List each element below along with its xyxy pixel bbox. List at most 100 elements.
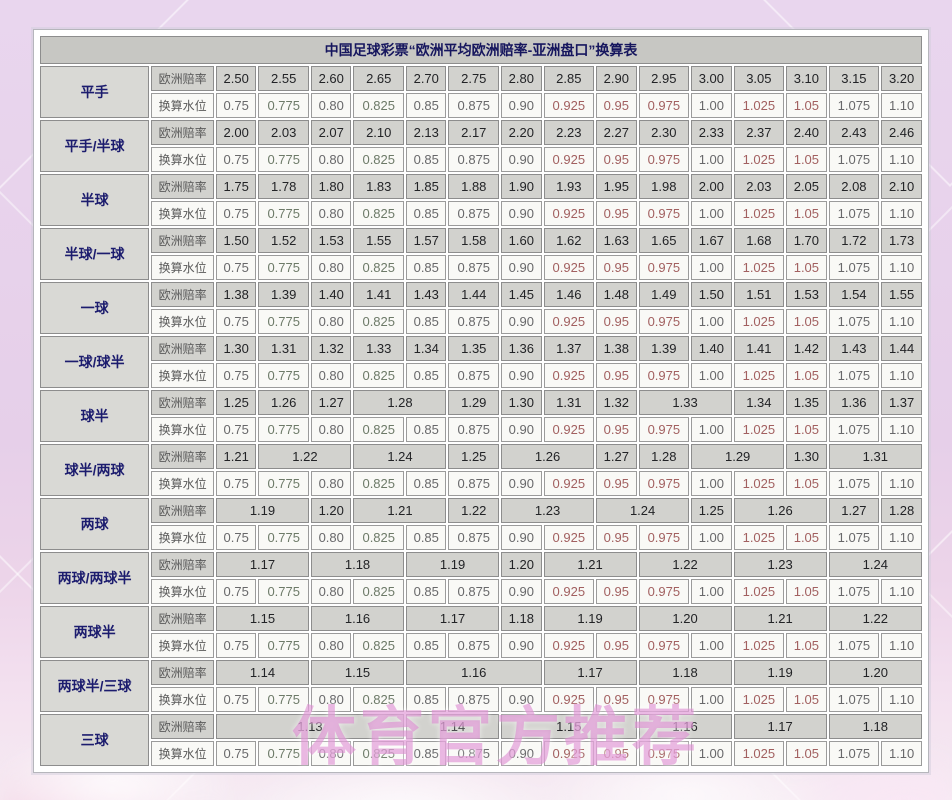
odds-value-cell: 1.26	[733, 498, 827, 523]
water-value-cell: 0.825	[353, 579, 405, 604]
odds-value-cell: 2.00	[215, 120, 257, 145]
water-row: 换算水位 0.75 0.775 0.80 0.825 0.85 0.875 0.90 0.925…	[40, 147, 922, 172]
odds-value-cell: 1.75	[215, 174, 257, 199]
odds-value-cell: 1.17	[543, 660, 637, 685]
water-value-cell: 0.925	[543, 687, 595, 712]
water-value-cell: 0.975	[638, 687, 690, 712]
odds-value-cell: 1.63	[596, 228, 637, 253]
water-value-cell: 1.10	[881, 255, 922, 280]
odds-value-cell: 2.95	[638, 66, 690, 91]
odds-value-cell: 1.36	[501, 336, 542, 361]
odds-row: 球半 欧洲赔率 1.25 1.26 1.27 1.28 1.29 1.30 1.31 1.32 1.…	[40, 390, 922, 442]
water-value-cell: 0.825	[353, 363, 405, 388]
odds-value-cell: 1.37	[543, 336, 595, 361]
water-value-cell: 0.80	[311, 687, 352, 712]
odds-row: 平手/半球 欧洲赔率 2.00 2.03 2.07 2.10 2.13 2.17 2.20 2.2…	[40, 120, 922, 172]
water-value-cell: 0.80	[311, 741, 352, 766]
odds-value-cell: 2.10	[881, 174, 922, 199]
water-value-cell: 0.90	[501, 471, 542, 496]
water-value-cell: 0.875	[448, 201, 500, 226]
odds-value-cell: 1.23	[733, 552, 827, 577]
water-value-cell: 0.85	[406, 687, 447, 712]
water-value-cell: 0.95	[596, 741, 637, 766]
odds-value-cell: 1.33	[353, 336, 405, 361]
water-value-cell: 0.90	[501, 363, 542, 388]
water-value-cell: 1.075	[828, 633, 880, 658]
odds-value-cell: 2.23	[543, 120, 595, 145]
odds-value-cell: 1.33	[638, 390, 732, 415]
odds-value-cell: 1.93	[543, 174, 595, 199]
odds-value-cell: 1.20	[828, 660, 922, 685]
water-value-cell: 0.975	[638, 633, 690, 658]
row-type-label-odds: 欧洲赔率	[151, 336, 214, 361]
handicap-label: 两球/两球半	[40, 552, 150, 604]
water-value-cell: 0.875	[448, 255, 500, 280]
water-value-cell: 0.925	[543, 417, 595, 442]
odds-value-cell: 1.43	[406, 282, 447, 307]
odds-row: 半球/一球 欧洲赔率 1.50 1.52 1.53 1.55 1.57 1.58 1.60 1.6…	[40, 228, 922, 280]
odds-value-cell: 2.90	[596, 66, 637, 91]
water-value-cell: 1.10	[881, 417, 922, 442]
water-value-cell: 1.05	[786, 525, 827, 550]
water-row: 换算水位 0.75 0.775 0.80 0.825 0.85 0.875 0.90 0.925…	[40, 471, 922, 496]
water-value-cell: 0.775	[258, 201, 309, 226]
odds-value-cell: 1.83	[353, 174, 405, 199]
water-value-cell: 0.95	[596, 255, 637, 280]
water-value-cell: 1.10	[881, 525, 922, 550]
water-row: 换算水位 0.75 0.775 0.80 0.825 0.85 0.875 0.90 0.925…	[40, 201, 922, 226]
handicap-label: 平手/半球	[40, 120, 150, 172]
odds-value-cell: 2.03	[258, 120, 309, 145]
odds-value-cell: 1.23	[501, 498, 595, 523]
odds-value-cell: 2.85	[543, 66, 595, 91]
odds-value-cell: 3.00	[691, 66, 732, 91]
water-value-cell: 0.95	[596, 309, 637, 334]
odds-value-cell: 2.13	[406, 120, 447, 145]
water-value-cell: 0.95	[596, 201, 637, 226]
water-value-cell: 0.825	[353, 147, 405, 172]
water-value-cell: 1.025	[733, 201, 785, 226]
row-type-label-odds: 欧洲赔率	[151, 552, 214, 577]
odds-value-cell: 1.51	[733, 282, 785, 307]
water-value-cell: 1.05	[786, 255, 827, 280]
odds-value-cell: 1.22	[828, 606, 922, 631]
water-value-cell: 0.95	[596, 417, 637, 442]
odds-value-cell: 1.49	[638, 282, 690, 307]
water-value-cell: 0.775	[258, 741, 309, 766]
odds-value-cell: 1.24	[353, 444, 447, 469]
water-value-cell: 0.775	[258, 417, 309, 442]
water-value-cell: 0.80	[311, 471, 352, 496]
water-value-cell: 0.825	[353, 417, 405, 442]
odds-value-cell: 1.16	[406, 660, 542, 685]
odds-value-cell: 1.48	[596, 282, 637, 307]
handicap-label: 两球半	[40, 606, 150, 658]
odds-value-cell: 1.30	[786, 444, 827, 469]
odds-value-cell: 1.20	[311, 498, 352, 523]
water-value-cell: 0.875	[448, 633, 500, 658]
water-value-cell: 1.025	[733, 363, 785, 388]
water-value-cell: 0.775	[258, 687, 309, 712]
odds-value-cell: 1.14	[406, 714, 500, 739]
water-value-cell: 0.90	[501, 525, 542, 550]
odds-value-cell: 1.40	[691, 336, 732, 361]
water-value-cell: 0.85	[406, 309, 447, 334]
table-title: 中国足球彩票“欧洲平均欧洲赔率-亚洲盘口”换算表	[40, 36, 922, 64]
odds-value-cell: 1.72	[828, 228, 880, 253]
odds-value-cell: 1.68	[733, 228, 785, 253]
odds-value-cell: 2.07	[311, 120, 352, 145]
water-value-cell: 0.95	[596, 363, 637, 388]
water-value-cell: 0.80	[311, 363, 352, 388]
water-value-cell: 1.10	[881, 363, 922, 388]
odds-value-cell: 1.57	[406, 228, 447, 253]
odds-value-cell: 1.26	[258, 390, 309, 415]
water-value-cell: 1.10	[881, 309, 922, 334]
water-value-cell: 0.925	[543, 633, 595, 658]
water-value-cell: 0.875	[448, 741, 500, 766]
water-value-cell: 0.75	[215, 579, 257, 604]
odds-value-cell: 1.28	[881, 498, 922, 523]
odds-value-cell: 2.46	[881, 120, 922, 145]
row-type-label-odds: 欧洲赔率	[151, 606, 214, 631]
odds-value-cell: 1.14	[215, 660, 309, 685]
odds-value-cell: 3.20	[881, 66, 922, 91]
water-value-cell: 1.075	[828, 363, 880, 388]
water-value-cell: 0.95	[596, 471, 637, 496]
